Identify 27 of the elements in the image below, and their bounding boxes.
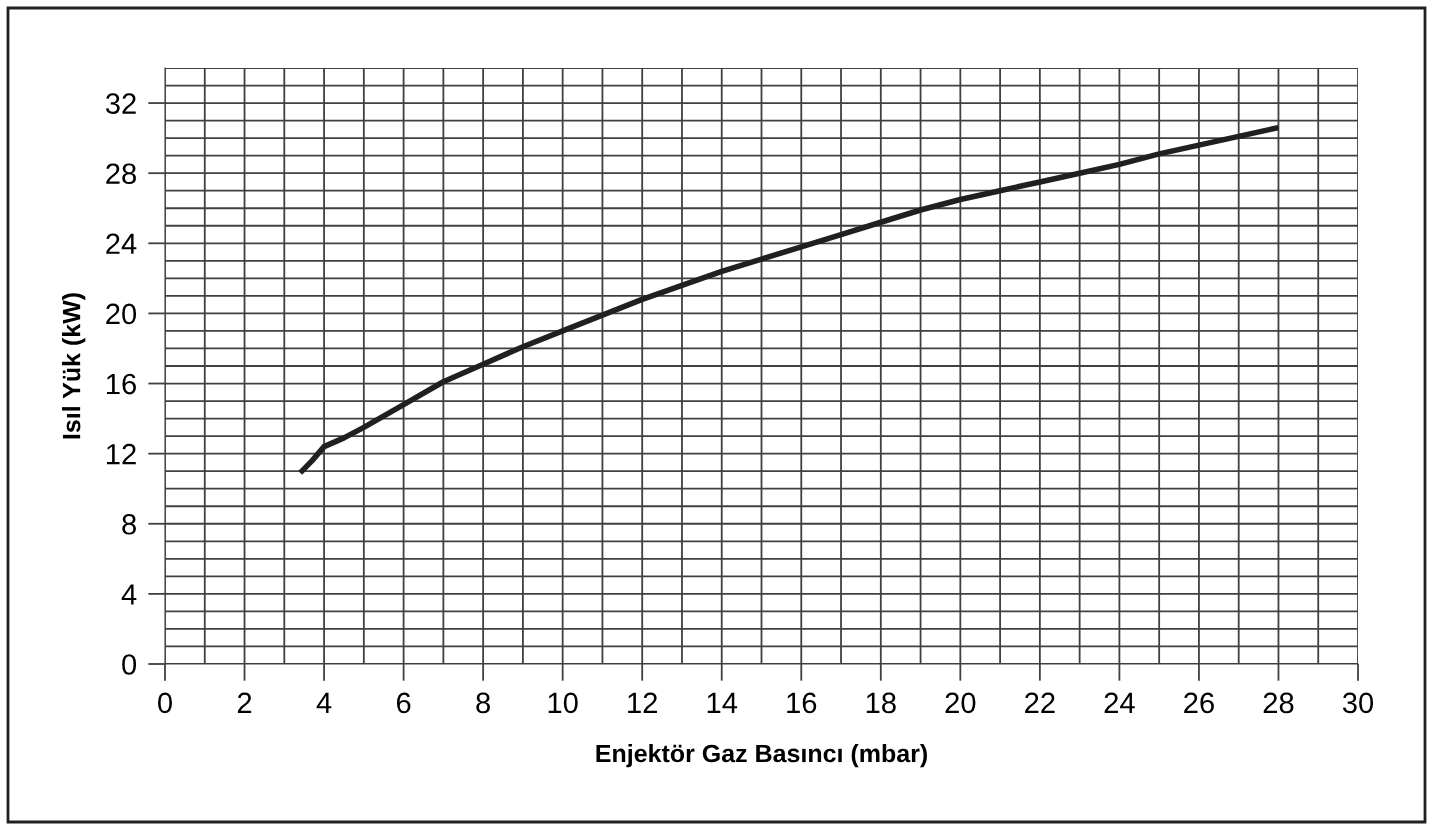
y-axis-title: Isıl Yük (kW) xyxy=(62,293,86,439)
y-tick-label: 16 xyxy=(107,373,136,395)
x-tick-label: 12 xyxy=(628,692,657,713)
x-tick-label: 24 xyxy=(1104,692,1135,713)
x-tick-label: 26 xyxy=(1184,692,1214,714)
x-tick-label: 14 xyxy=(707,692,738,713)
x-tick-label: 6 xyxy=(396,692,411,714)
y-tick-label: 24 xyxy=(106,233,137,254)
y-tick-label: 0 xyxy=(122,654,137,675)
x-tick-label: 8 xyxy=(476,692,490,714)
y-tick-label: 4 xyxy=(121,584,137,605)
x-tick-label: 20 xyxy=(945,692,976,714)
x-tick-label: 22 xyxy=(1025,692,1055,713)
y-tick-label: 20 xyxy=(106,303,137,325)
y-tick-label: 28 xyxy=(106,163,136,185)
x-tick-label: 18 xyxy=(866,692,896,714)
x-axis-title: Enjektör Gaz Basıncı (mbar) xyxy=(596,743,927,768)
x-tick-label: 4 xyxy=(316,692,332,713)
x-tick-label: 10 xyxy=(548,692,578,714)
y-tick-label: 8 xyxy=(122,513,136,535)
x-tick-label: 16 xyxy=(787,692,817,714)
x-tick-label: 2 xyxy=(237,692,252,713)
x-tick-label: 28 xyxy=(1263,692,1294,714)
y-tick-label: 32 xyxy=(105,93,136,114)
x-tick-label: 0 xyxy=(158,692,172,714)
y-tick-label: 12 xyxy=(107,443,136,465)
x-tick-label: 30 xyxy=(1342,692,1374,714)
